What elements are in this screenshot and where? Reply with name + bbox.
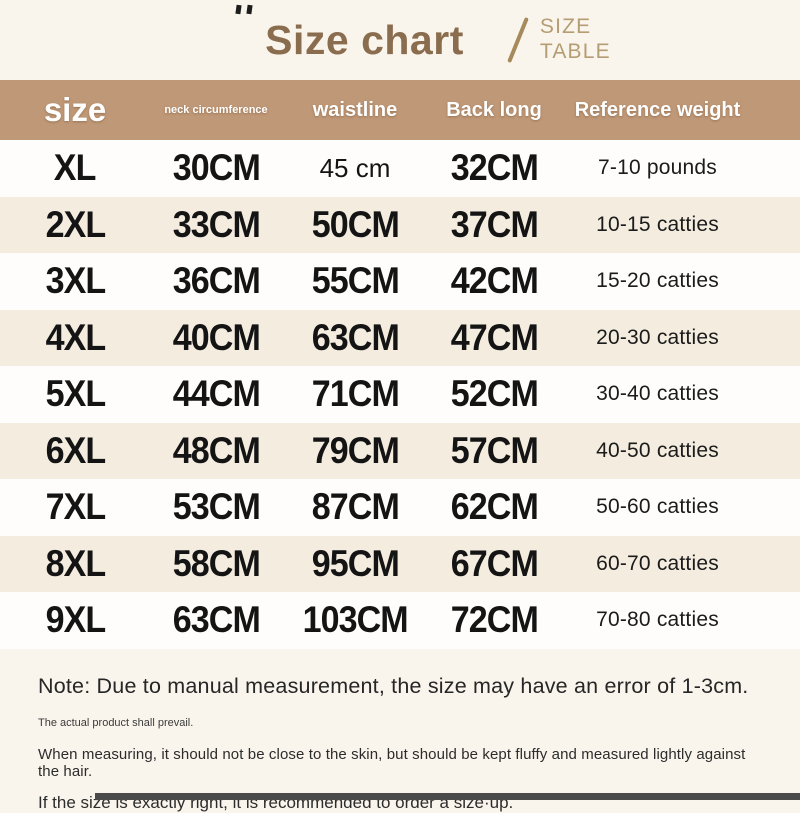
neck-value: 48CM: [172, 429, 260, 471]
size-value: 5XL: [45, 373, 106, 415]
weight-value: 7-10 pounds: [598, 156, 717, 180]
size-value: 3XL: [45, 260, 106, 302]
waist-value: 79CM: [311, 429, 399, 471]
back-value: 37CM: [450, 203, 538, 245]
page-subtitle: SIZE TABLE: [540, 15, 611, 65]
notes-section: Note: Due to manual measurement, the siz…: [0, 649, 800, 813]
title-group: Size chart SIZE TABLE: [265, 15, 611, 65]
size-value: 7XL: [45, 486, 106, 528]
column-header-size: size: [43, 91, 107, 128]
subtitle-line-1: SIZE: [539, 15, 592, 39]
neck-value: 33CM: [172, 203, 260, 245]
waist-value: 71CM: [311, 373, 399, 415]
table-row: 8XL 58CM 95CM 67CM 60-70 catties: [0, 535, 800, 592]
note-measuring: When measuring, it should not be close t…: [38, 745, 746, 780]
waist-value: 103CM: [302, 599, 408, 641]
table-row: 7XL 53CM 87CM 62CM 50-60 catties: [0, 479, 800, 536]
table-row: 6XL 48CM 79CM 57CM 40-50 catties: [0, 422, 800, 479]
weight-value: 40-50 catties: [596, 438, 719, 462]
weight-value: 15-20 catties: [596, 269, 719, 293]
size-value: 6XL: [45, 429, 106, 471]
size-value: 8XL: [45, 542, 106, 584]
table-row: 3XL 36CM 55CM 42CM 15-20 catties: [0, 253, 800, 310]
waist-value: 87CM: [311, 486, 399, 528]
size-value: 4XL: [45, 316, 106, 358]
neck-value: 58CM: [172, 542, 260, 584]
neck-value: 63CM: [172, 599, 260, 641]
subtitle-line-2: TABLE: [539, 40, 611, 63]
back-value: 57CM: [450, 429, 538, 471]
neck-value: 40CM: [172, 316, 260, 358]
back-value: 32CM: [450, 147, 538, 189]
table-row: 5XL 44CM 71CM 52CM 30-40 catties: [0, 366, 800, 423]
neck-value: 30CM: [172, 147, 260, 189]
top-edge-artifact: [235, 4, 253, 15]
weight-value: 50-60 catties: [596, 495, 719, 519]
page-title: Size chart: [265, 16, 464, 63]
size-value: 9XL: [45, 599, 106, 641]
weight-value: 10-15 catties: [596, 212, 719, 236]
back-value: 47CM: [450, 316, 538, 358]
slash-divider-icon: [507, 16, 529, 64]
column-header-back: Back long: [446, 98, 542, 121]
column-header-weight: Reference weight: [574, 98, 741, 121]
waist-value: 95CM: [311, 542, 399, 584]
table-row: 2XL 33CM 50CM 37CM 10-15 catties: [0, 196, 800, 253]
back-value: 42CM: [450, 260, 538, 302]
table-row: 4XL 40CM 63CM 47CM 20-30 catties: [0, 309, 800, 366]
column-header-waist: waistline: [312, 98, 398, 121]
weight-value: 60-70 catties: [596, 551, 719, 575]
neck-value: 44CM: [172, 373, 260, 415]
neck-value: 36CM: [172, 260, 260, 302]
back-value: 72CM: [450, 599, 538, 641]
waist-value: 50CM: [311, 203, 399, 245]
size-table: size neck circumference waistline Back l…: [0, 80, 800, 649]
weight-value: 30-40 catties: [596, 382, 719, 406]
title-bar: Size chart SIZE TABLE: [0, 0, 800, 80]
neck-value: 53CM: [172, 486, 260, 528]
size-value: XL: [54, 147, 97, 189]
back-value: 62CM: [450, 486, 538, 528]
back-value: 67CM: [450, 542, 538, 584]
table-row: 9XL 63CM 103CM 72CM 70-80 catties: [0, 592, 800, 649]
column-header-neck: neck circumference: [164, 104, 268, 116]
weight-value: 70-80 catties: [596, 608, 719, 632]
back-value: 52CM: [450, 373, 538, 415]
note-secondary: The actual product shall prevail.: [38, 716, 194, 729]
weight-value: 20-30 catties: [596, 325, 719, 349]
size-value: 2XL: [45, 203, 106, 245]
waist-value: 55CM: [311, 260, 399, 302]
note-main: Note: Due to manual measurement, the siz…: [38, 673, 749, 698]
waist-value: 63CM: [311, 316, 399, 358]
table-row: XL 30CM 45 cm 32CM 7-10 pounds: [0, 140, 800, 197]
table-header-row: size neck circumference waistline Back l…: [0, 80, 800, 140]
bottom-bar: [95, 793, 800, 800]
waist-value: 45 cm: [319, 152, 391, 183]
